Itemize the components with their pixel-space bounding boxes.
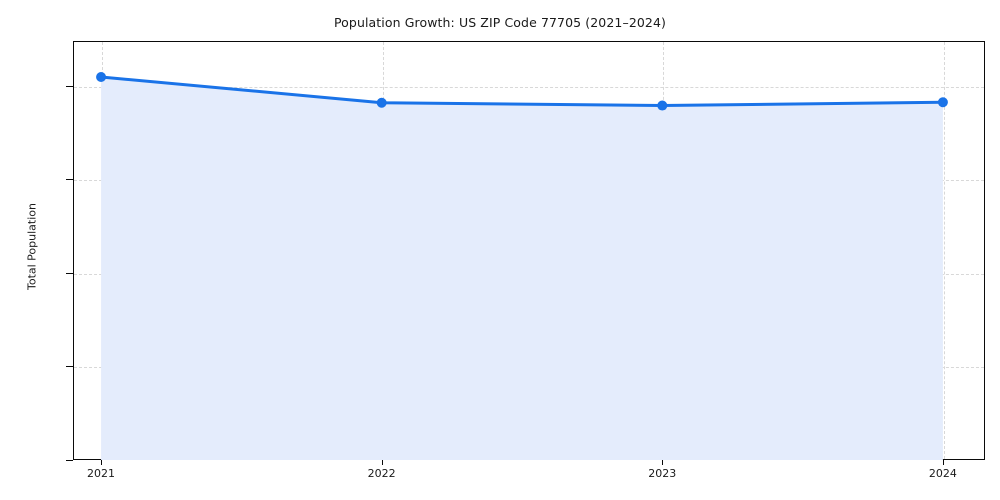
y-tick-mark [66,179,73,181]
chart-title: Population Growth: US ZIP Code 77705 (20… [333,15,667,30]
x-gridline [943,42,945,459]
y-gridline [74,86,984,88]
x-tick-label: 2023 [648,467,677,480]
x-gridline [663,42,665,459]
x-tick-mark [101,460,103,465]
x-tick-label: 2024 [928,467,957,480]
y-tick-mark [66,272,73,274]
x-tick-label: 2021 [87,467,116,480]
y-tick-mark [66,85,73,87]
x-gridline [382,42,384,459]
x-tick-mark [662,460,664,465]
y-gridline [74,180,984,182]
y-axis-title: Total Population [25,203,39,290]
x-tick-mark [381,460,383,465]
y-tick-mark [66,460,73,461]
x-tick-mark [942,460,944,465]
x-gridline [102,42,104,459]
y-gridline [74,367,984,369]
plot-area [73,41,985,460]
y-tick-mark [66,366,73,368]
y-gridline [74,273,984,275]
x-tick-label: 2022 [367,467,396,480]
